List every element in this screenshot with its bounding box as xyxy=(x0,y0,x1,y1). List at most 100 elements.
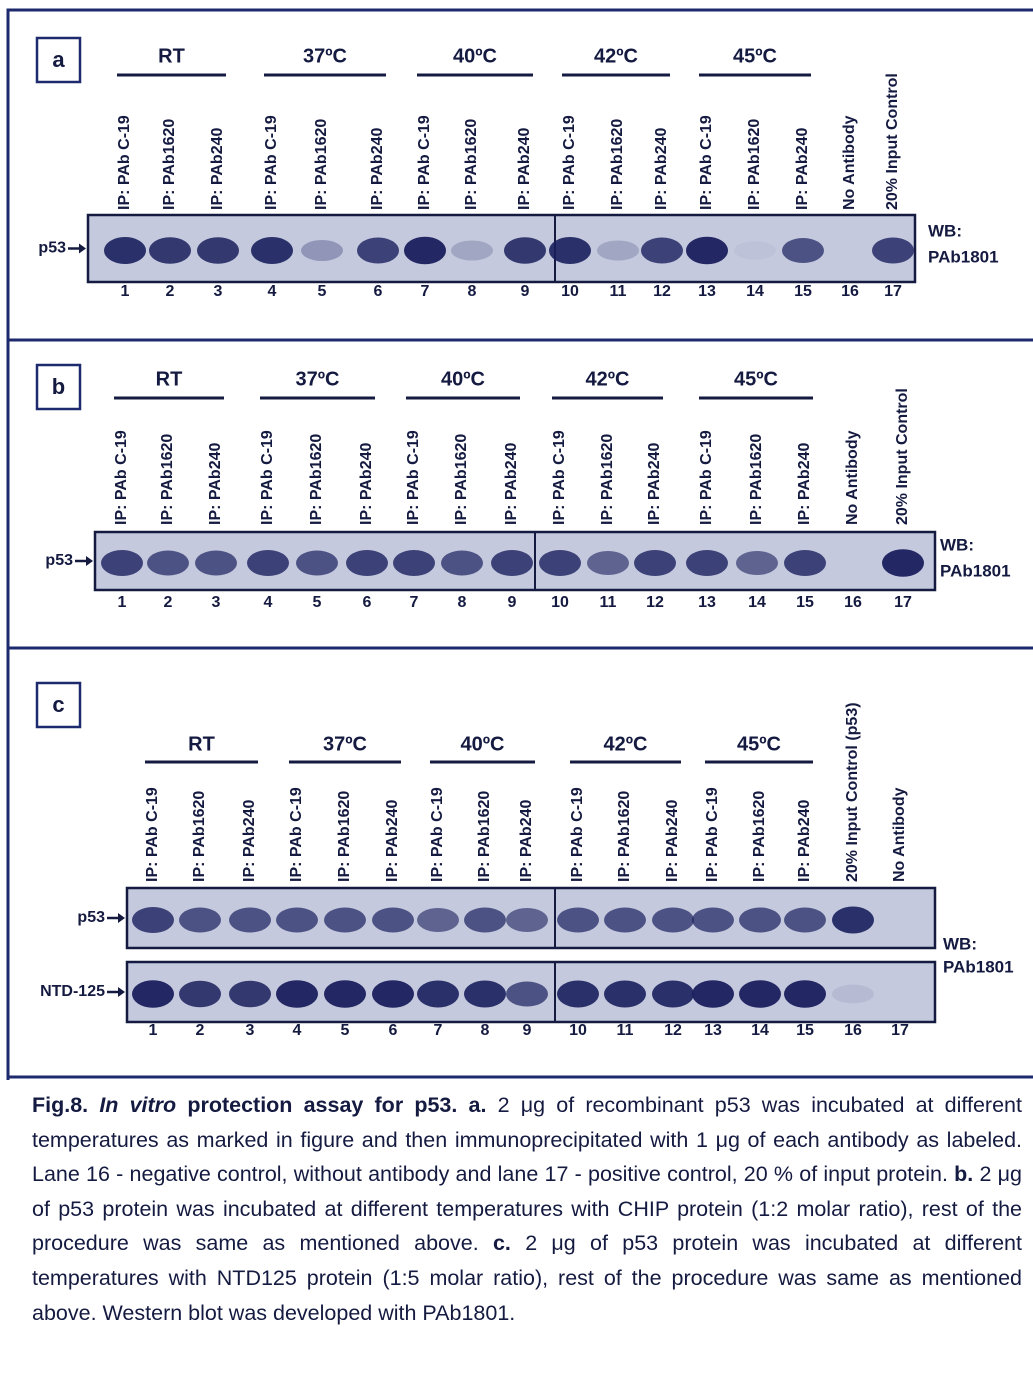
caption-title: In vitro xyxy=(99,1093,176,1117)
band xyxy=(372,908,414,933)
wb-label: WB: xyxy=(943,934,977,953)
lane-number: 2 xyxy=(196,1022,205,1039)
lane-label: IP: PAb C-19 xyxy=(263,115,280,210)
band xyxy=(557,981,599,1008)
lane-number: 1 xyxy=(118,594,127,611)
band xyxy=(692,908,734,933)
lane-label: No Antibody xyxy=(844,430,861,525)
lane-label: IP: PAb240 xyxy=(209,128,226,211)
band xyxy=(104,237,146,264)
marker-arrowhead xyxy=(86,556,93,566)
group-label: 40ºC xyxy=(441,368,485,390)
group-label: 40ºC xyxy=(461,733,505,755)
band xyxy=(195,551,237,576)
band xyxy=(784,550,826,576)
lane-number: 16 xyxy=(841,283,859,300)
band xyxy=(247,550,289,576)
lane-label: IP: PAb C-19 xyxy=(144,787,161,882)
page: {"panels": [ {"label": "a", "groups": ["… xyxy=(0,0,1033,1396)
lane-label: IP: PAb1620 xyxy=(599,434,616,525)
band xyxy=(539,550,581,576)
lane-number: 17 xyxy=(894,594,912,611)
band xyxy=(734,241,776,259)
band xyxy=(451,241,493,261)
lane-number: 7 xyxy=(410,594,419,611)
group-label: 45ºC xyxy=(733,45,777,67)
group-label: 42ºC xyxy=(586,368,630,390)
lane-label: IP: PAb C-19 xyxy=(429,787,446,882)
band xyxy=(179,908,221,933)
band xyxy=(229,981,271,1008)
caption-text: 2 μg of recombinant p53 was incubated at… xyxy=(32,1093,1022,1186)
band xyxy=(597,241,639,261)
panel-label: b xyxy=(52,374,65,399)
lane-number: 4 xyxy=(293,1022,302,1039)
lane-number: 14 xyxy=(746,283,764,300)
marker-arrowhead xyxy=(118,913,125,923)
band xyxy=(229,908,271,933)
wb-antibody: PAb1801 xyxy=(940,561,1011,580)
lane-label: IP: PAb1620 xyxy=(746,119,763,210)
group-label: 37ºC xyxy=(296,368,340,390)
caption-title: protection assay for p53. xyxy=(187,1093,457,1117)
lane-number: 3 xyxy=(246,1022,255,1039)
wb-label: WB: xyxy=(940,535,974,554)
lane-number: 2 xyxy=(164,594,173,611)
lane-label: 20% Input Control xyxy=(884,73,901,210)
lane-label: IP: PAb240 xyxy=(358,443,375,526)
band xyxy=(604,908,646,933)
group-label: 37ºC xyxy=(323,733,367,755)
lane-number: 7 xyxy=(434,1022,443,1039)
caption-label: c. xyxy=(493,1231,511,1255)
lane-label: IP: PAb240 xyxy=(796,800,813,883)
band xyxy=(276,908,318,933)
band xyxy=(506,982,548,1007)
lane-label: IP: PAb C-19 xyxy=(116,115,133,210)
band xyxy=(417,908,459,932)
band xyxy=(739,980,781,1008)
lane-label: IP: PAb240 xyxy=(796,443,813,526)
lane-label: IP: PAb C-19 xyxy=(698,430,715,525)
band xyxy=(686,550,728,576)
group-label: 37ºC xyxy=(303,45,347,67)
marker-label: p53 xyxy=(45,552,73,569)
band xyxy=(197,237,239,264)
marker-label: p53 xyxy=(38,240,66,257)
lane-label: 20% Input Control (p53) xyxy=(844,702,861,882)
lane-number: 9 xyxy=(521,283,530,300)
lane-number: 6 xyxy=(374,283,383,300)
lane-number: 12 xyxy=(664,1022,682,1039)
lane-number: 8 xyxy=(468,283,477,300)
lane-label: IP: PAb1620 xyxy=(191,791,208,882)
lane-label: IP: PAb C-19 xyxy=(569,787,586,882)
lane-number: 4 xyxy=(264,594,273,611)
band xyxy=(882,549,924,577)
lane-number: 5 xyxy=(318,283,327,300)
lane-number: 15 xyxy=(796,594,814,611)
band xyxy=(276,980,318,1008)
group-label: 45ºC xyxy=(734,368,778,390)
group-label: 40ºC xyxy=(453,45,497,67)
band xyxy=(557,908,599,933)
lane-label: IP: PAb1620 xyxy=(463,119,480,210)
group-label: RT xyxy=(188,733,215,755)
wb-antibody: PAb1801 xyxy=(928,247,999,266)
lane-number: 3 xyxy=(212,594,221,611)
band xyxy=(782,238,824,263)
band xyxy=(506,908,548,932)
lane-label: IP: PAb240 xyxy=(794,128,811,211)
lane-label: IP: PAb1620 xyxy=(336,791,353,882)
band xyxy=(634,550,676,576)
panel-label: c xyxy=(52,692,64,717)
band xyxy=(132,907,174,933)
lane-number: 12 xyxy=(646,594,664,611)
lane-number: 15 xyxy=(796,1022,814,1039)
band xyxy=(652,981,694,1008)
lane-number: 1 xyxy=(149,1022,158,1039)
lane-label: IP: PAb240 xyxy=(516,128,533,211)
lane-number: 14 xyxy=(751,1022,769,1039)
lane-label: IP: PAb240 xyxy=(664,800,681,883)
group-label: RT xyxy=(158,45,185,67)
lane-label: IP: PAb1620 xyxy=(159,434,176,525)
band xyxy=(393,550,435,576)
